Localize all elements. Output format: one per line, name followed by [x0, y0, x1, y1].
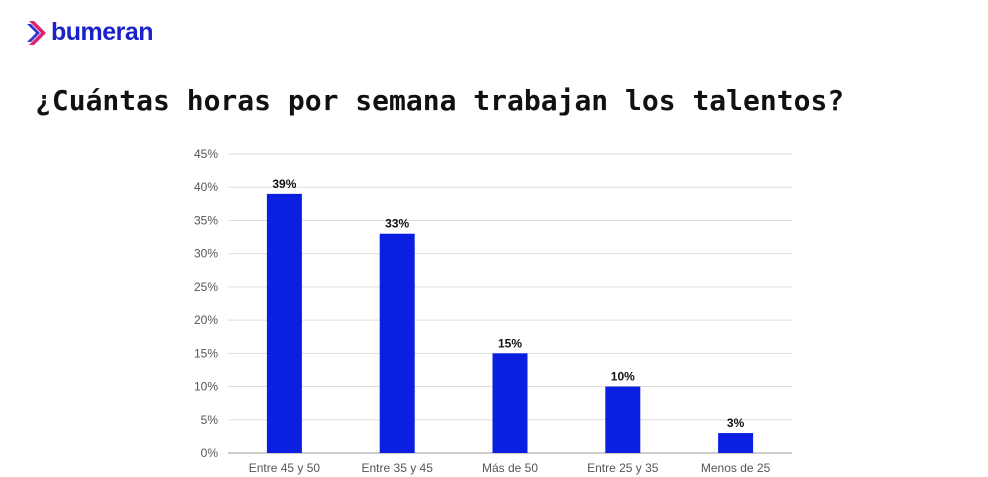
bar: [605, 386, 641, 453]
x-tick-label: Entre 45 y 50: [249, 461, 321, 475]
logo-text: bumeran: [51, 18, 154, 46]
y-tick-label: 5%: [201, 413, 219, 427]
bar: [266, 193, 302, 453]
y-tick-label: 40%: [194, 180, 218, 194]
bar: [379, 233, 415, 453]
x-tick-label: Entre 35 y 45: [362, 461, 434, 475]
x-tick-label: Menos de 25: [701, 461, 771, 475]
y-tick-label: 25%: [194, 280, 218, 294]
y-tick-label: 35%: [194, 213, 218, 227]
x-tick-label: Más de 50: [482, 461, 538, 475]
y-tick-label: 0%: [201, 446, 219, 460]
data-label: 33%: [385, 217, 409, 231]
bumeran-logo: bumeran: [27, 18, 154, 47]
data-label: 15%: [498, 336, 522, 350]
data-label: 3%: [727, 416, 745, 430]
y-tick-label: 45%: [194, 147, 218, 161]
chart-title: ¿Cuántas horas por semana trabajan los t…: [35, 84, 845, 117]
data-label: 39%: [272, 177, 296, 191]
data-label: 10%: [611, 370, 635, 384]
y-tick-label: 10%: [194, 380, 218, 394]
y-tick-label: 15%: [194, 346, 218, 360]
bar: [492, 353, 528, 453]
bar: [718, 433, 754, 453]
y-tick-label: 20%: [194, 313, 218, 327]
x-tick-label: Entre 25 y 35: [587, 461, 659, 475]
logo-chevron-icon: [27, 20, 46, 45]
y-tick-label: 30%: [194, 247, 218, 261]
